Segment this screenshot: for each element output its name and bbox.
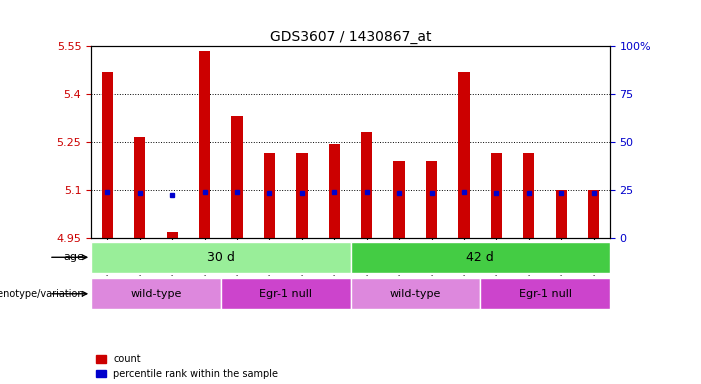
- Text: Egr-1 null: Egr-1 null: [519, 289, 571, 299]
- Bar: [199, 51, 210, 238]
- Text: age: age: [63, 252, 84, 262]
- Bar: [588, 190, 599, 238]
- Bar: [264, 153, 275, 238]
- Bar: [231, 116, 243, 238]
- Text: wild-type: wild-type: [130, 289, 182, 299]
- Bar: [491, 153, 502, 238]
- Bar: [426, 161, 437, 238]
- Bar: [350, 278, 480, 310]
- Legend: count, percentile rank within the sample: count, percentile rank within the sample: [96, 354, 278, 379]
- Bar: [329, 144, 340, 238]
- Text: genotype/variation: genotype/variation: [0, 289, 84, 299]
- Bar: [102, 72, 113, 238]
- Bar: [91, 242, 350, 273]
- Bar: [393, 161, 404, 238]
- Text: 30 d: 30 d: [207, 251, 235, 264]
- Bar: [523, 153, 534, 238]
- Text: Egr-1 null: Egr-1 null: [259, 289, 312, 299]
- Bar: [134, 137, 145, 238]
- Bar: [361, 132, 372, 238]
- Bar: [350, 242, 610, 273]
- Title: GDS3607 / 1430867_at: GDS3607 / 1430867_at: [270, 30, 431, 44]
- Text: wild-type: wild-type: [390, 289, 441, 299]
- Text: 42 d: 42 d: [466, 251, 494, 264]
- Bar: [91, 278, 221, 310]
- Bar: [556, 190, 567, 238]
- Bar: [458, 72, 470, 238]
- Bar: [480, 278, 610, 310]
- Bar: [297, 153, 308, 238]
- Bar: [221, 278, 350, 310]
- Bar: [167, 232, 178, 238]
